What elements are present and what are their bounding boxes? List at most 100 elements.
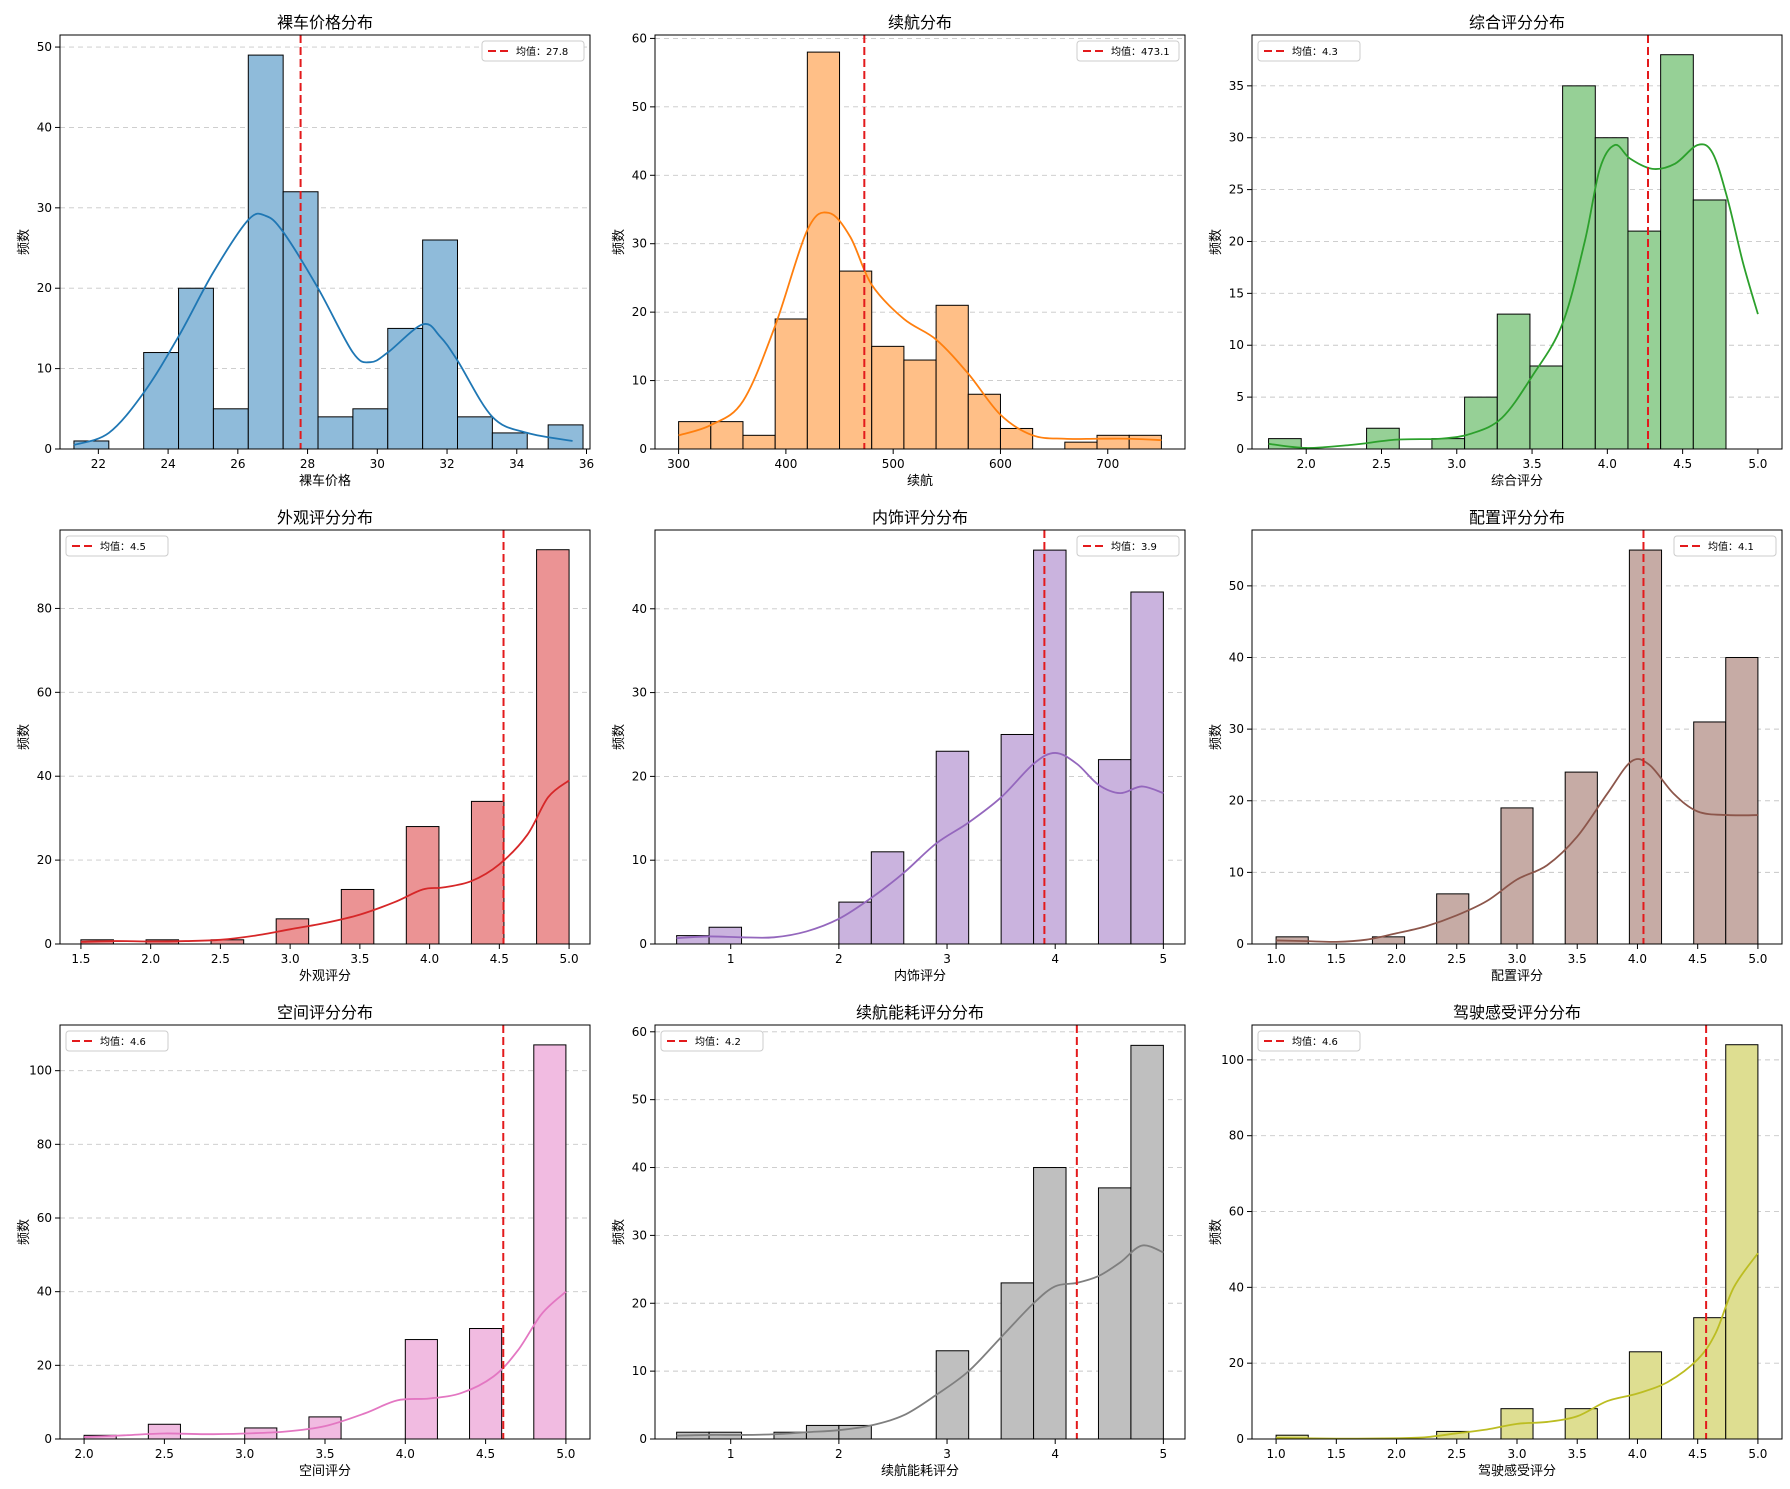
legend-box (1076, 535, 1180, 557)
x-tick-label: 4.0 (1598, 457, 1617, 471)
histogram-bar (1128, 434, 1162, 450)
x-tick-label: 4.5 (1688, 952, 1707, 966)
histogram-bar (1628, 549, 1663, 945)
x-tick-label: 36 (579, 457, 594, 471)
histogram-bar (404, 1339, 438, 1440)
y-tick-label: 20 (37, 853, 52, 867)
x-tick-label: 3.0 (235, 1447, 254, 1461)
chart-title: 外观评分分布 (277, 508, 373, 527)
x-tick-label: 3.5 (350, 952, 369, 966)
y-tick-label: 20 (632, 769, 647, 783)
x-axis-label: 外观评分 (299, 969, 351, 984)
histogram-bar (1033, 1167, 1067, 1440)
histogram-bar (1529, 365, 1564, 450)
x-tick-label: 32 (439, 457, 454, 471)
y-tick-label: 30 (1229, 722, 1244, 736)
y-tick-label: 30 (632, 237, 647, 251)
x-tick-label: 24 (160, 457, 175, 471)
plot-frame (59, 1024, 591, 1440)
y-tick-label: 10 (37, 362, 52, 376)
chart-title: 空间评分分布 (277, 1003, 373, 1022)
histogram-bar (1130, 591, 1164, 945)
chart-title: 配置评分分布 (1469, 508, 1565, 527)
y-tick-label: 60 (1229, 1205, 1244, 1219)
x-tick-label: 4.5 (1688, 1447, 1707, 1461)
chart-title: 综合评分分布 (1469, 13, 1565, 32)
x-tick-label: 4.0 (420, 952, 439, 966)
histogram-bar (1130, 1044, 1164, 1440)
histogram-bar (212, 408, 249, 450)
histogram-bar (178, 287, 214, 450)
histogram-bar (352, 408, 389, 450)
histogram-bar (1000, 1282, 1035, 1440)
legend-box (1257, 40, 1361, 62)
x-tick-label: 28 (300, 457, 315, 471)
histogram-bar (678, 421, 712, 450)
y-axis-label: 频数 (17, 724, 32, 750)
y-tick-label: 10 (632, 1364, 647, 1378)
x-tick-label: 2.0 (75, 1447, 94, 1461)
histogram-bar (1725, 1044, 1759, 1440)
histogram-bar (533, 1044, 567, 1440)
legend-mean-label: 均值：473.1 (1111, 45, 1170, 58)
histogram-bar (1564, 771, 1598, 945)
y-tick-label: 60 (632, 1025, 647, 1039)
x-tick-label: 5.0 (560, 952, 579, 966)
legend: 均值：4.2 (660, 1030, 764, 1052)
y-tick-label: 80 (1229, 1129, 1244, 1143)
chart-title: 续航能耗评分分布 (856, 1003, 984, 1022)
legend-mean-label: 均值：4.6 (1292, 1035, 1338, 1048)
histogram-bar (1000, 733, 1035, 945)
chart-title: 驾驶感受评分分布 (1453, 1003, 1581, 1022)
x-tick-label: 22 (91, 457, 106, 471)
x-tick-label: 2.5 (1447, 1447, 1466, 1461)
x-tick-label: 4.0 (396, 1447, 415, 1461)
histogram-bar (967, 393, 1001, 450)
legend: 均值：4.6 (1257, 1030, 1361, 1052)
plot-frame (59, 529, 591, 945)
y-tick-label: 20 (1229, 234, 1244, 248)
x-tick-label: 4.5 (1673, 457, 1692, 471)
y-axis-label: 频数 (1209, 1219, 1224, 1245)
y-tick-label: 10 (1229, 338, 1244, 352)
legend-box (65, 535, 169, 557)
kde-curve (678, 211, 1162, 442)
y-tick-label: 20 (1229, 794, 1244, 808)
y-axis-label: 频数 (1209, 229, 1224, 255)
y-tick-label: 0 (1236, 937, 1244, 951)
x-tick-label: 500 (882, 457, 905, 471)
legend-mean-label: 均值：4.2 (695, 1035, 741, 1048)
histogram-bar (870, 851, 905, 945)
x-tick-label: 2.5 (211, 952, 230, 966)
plot-frame (654, 34, 1186, 450)
y-tick-label: 80 (37, 1137, 52, 1151)
y-axis-label: 频数 (612, 724, 627, 750)
y-tick-label: 25 (1229, 183, 1244, 197)
histogram-bar (340, 888, 375, 945)
x-tick-label: 700 (1096, 457, 1119, 471)
histogram-bar (387, 327, 424, 450)
legend: 均值：27.8 (481, 40, 585, 62)
legend: 均值：4.6 (65, 1030, 169, 1052)
y-tick-label: 40 (37, 769, 52, 783)
kde-curve (1276, 1252, 1759, 1440)
x-tick-label: 3 (943, 952, 951, 966)
x-tick-label: 4.0 (1628, 1447, 1647, 1461)
chart-panel-3: 0 5 10 15 20 25 30 35 2.0 2.5 3.0 3.5 4.0 4.5 5.0 综合评分分… (1209, 13, 1783, 489)
histogram-bar (247, 54, 284, 450)
y-tick-label: 50 (37, 40, 52, 54)
y-axis-label: 频数 (17, 229, 32, 255)
legend-box (1673, 535, 1777, 557)
legend-mean-label: 均值：4.6 (100, 1035, 146, 1048)
y-axis-label: 频数 (17, 1219, 32, 1245)
x-tick-label: 1.0 (1267, 952, 1286, 966)
histogram-bar (1500, 807, 1534, 945)
y-axis-label: 频数 (1209, 724, 1224, 750)
histogram-bar (147, 1423, 181, 1440)
y-tick-label: 0 (1236, 442, 1244, 456)
y-tick-label: 0 (639, 442, 647, 456)
